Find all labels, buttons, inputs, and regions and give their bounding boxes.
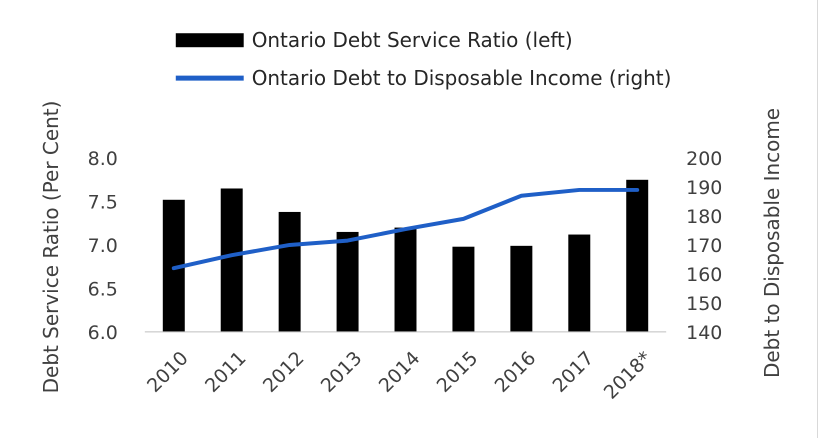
bar [452, 246, 475, 332]
x-tick-label: 2015 [433, 347, 483, 397]
x-tick-label: 2018* [600, 347, 656, 403]
left-tick-label: 7.5 [88, 192, 118, 214]
bar [510, 245, 533, 332]
left-tick-label: 8.0 [88, 148, 118, 170]
x-tick-label: 2010 [143, 347, 193, 397]
bar [220, 188, 243, 332]
bar [278, 211, 301, 332]
x-tick-labels: 2010 2011 2012 2013 2014 2015 2016 2017 2018* [143, 347, 656, 403]
left-tick-label: 6.5 [88, 278, 118, 300]
y-axis-title-left: Debt Service Ratio (Per Cent) [39, 101, 63, 394]
right-tick-label: 140 [686, 322, 722, 344]
y-axis-title-right: Debt to Disposable Income [760, 108, 784, 378]
x-tick-label: 2017 [549, 347, 599, 397]
left-tick-label: 6.0 [88, 322, 118, 344]
right-tick-label: 160 [686, 264, 722, 286]
bar [626, 179, 649, 332]
right-tick-label: 150 [686, 293, 722, 315]
x-tick-label: 2012 [259, 347, 309, 397]
legend-label-line: Ontario Debt to Disposable Income (right… [252, 66, 672, 90]
x-tick-label: 2011 [201, 347, 251, 397]
x-tick-label: 2014 [375, 347, 425, 397]
legend-label-bar: Ontario Debt Service Ratio (left) [252, 28, 573, 52]
bar-series [162, 179, 649, 332]
bar [162, 199, 185, 332]
bar [394, 227, 417, 332]
left-tick-labels: 6.0 6.5 7.0 7.5 8.0 [88, 148, 118, 344]
bar [568, 234, 591, 332]
legend-swatch-bar [175, 33, 244, 48]
x-tick-label: 2013 [317, 347, 367, 397]
line-series [171, 187, 640, 271]
legend: Ontario Debt Service Ratio (left) Ontari… [175, 28, 672, 90]
right-tick-label: 200 [686, 148, 722, 170]
right-tick-label: 170 [686, 235, 722, 257]
right-tick-labels: 140 150 160 170 180 190 200 [686, 148, 722, 344]
right-tick-label: 180 [686, 206, 722, 228]
right-tick-label: 190 [686, 177, 722, 199]
x-tick-label: 2016 [491, 347, 541, 397]
bar [336, 231, 359, 332]
left-tick-label: 7.0 [88, 235, 118, 257]
